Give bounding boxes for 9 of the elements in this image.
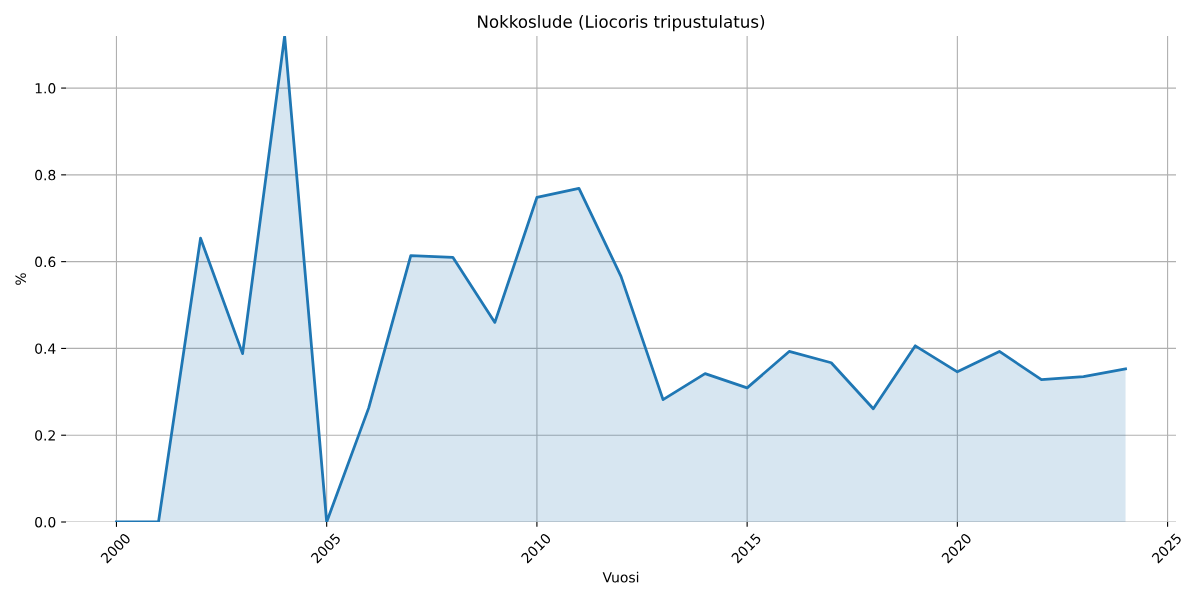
y-tick-label: 0.6 — [35, 256, 56, 268]
y-tick-label: 0.0 — [35, 516, 56, 528]
x-axis-title: Vuosi — [602, 571, 639, 583]
y-tick-label: 1.0 — [35, 83, 56, 94]
y-tick-label: 0.4 — [35, 343, 56, 354]
y-tick-label: 0.2 — [35, 430, 55, 441]
chart-title: Nokkoslude (Liocoris tripustulatus) — [478, 15, 765, 32]
y-axis-title: % — [15, 273, 26, 285]
y-tick-label: 0.8 — [35, 169, 56, 181]
